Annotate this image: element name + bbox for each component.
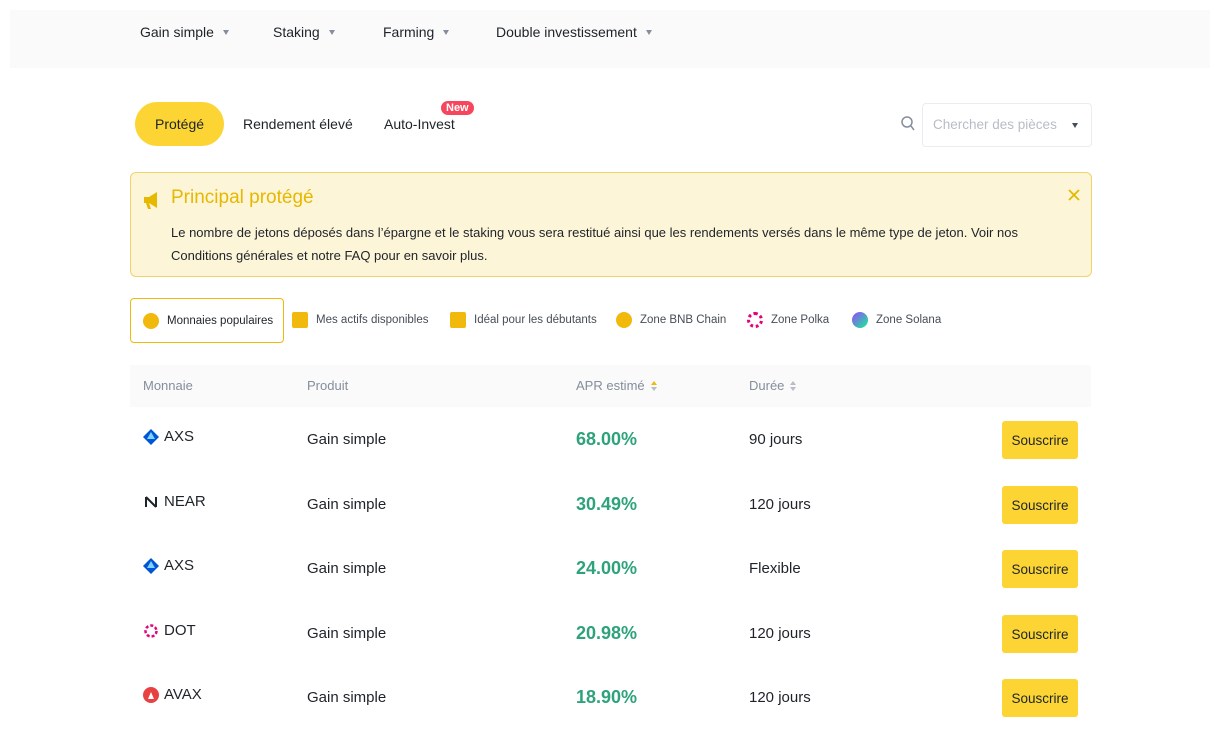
filter-icon (747, 311, 763, 328)
filter-chip[interactable]: Mes actifs disponibles (292, 298, 429, 341)
nav-label: Gain simple (140, 24, 214, 40)
product: Gain simple (307, 560, 387, 577)
duration: 90 jours (749, 431, 803, 448)
duration: 120 jours (749, 689, 811, 706)
tab[interactable]: Auto-Invest (384, 116, 455, 132)
nav-item[interactable]: Gain simple (140, 24, 229, 40)
coin-icon (145, 495, 157, 508)
filter-label: Zone BNB Chain (640, 313, 727, 326)
header-label: Monnaie (143, 378, 193, 393)
coin-icon (143, 686, 159, 703)
coin-cell: NEAR (143, 493, 206, 510)
nav-item[interactable]: Staking (273, 24, 335, 40)
coin-cell: AXS (143, 428, 194, 445)
column-header: Monnaie (143, 378, 193, 393)
coin-name: AVAX (164, 686, 202, 703)
nav-caret (645, 29, 652, 35)
search-icon (901, 116, 915, 136)
product: Gain simple (307, 689, 387, 706)
filter-label: Zone Polka (771, 313, 830, 326)
megaphone-icon (144, 192, 157, 209)
subscribe-button[interactable]: Souscrire (1002, 679, 1078, 717)
coin-icon (143, 557, 159, 574)
search-box[interactable]: Chercher des pièces (922, 103, 1092, 147)
table-header (130, 365, 1091, 407)
apr: 18.90% (576, 687, 638, 707)
filter-label: Monnaies populaires (167, 314, 274, 327)
filter-chip[interactable]: Idéal pour les débutants (450, 298, 597, 341)
search-glyph (901, 116, 915, 131)
column-header[interactable]: Durée (749, 378, 797, 393)
nav-item[interactable]: Farming (383, 24, 450, 40)
banner-text: Le nombre de jetons déposés dans l’éparg… (171, 225, 1018, 263)
duration: Flexible (749, 560, 801, 577)
nav-label: Staking (273, 24, 320, 40)
sort-down (650, 386, 657, 391)
coin-name: AXS (164, 428, 195, 445)
product: Gain simple (307, 431, 387, 448)
filter-icon (143, 312, 159, 329)
header-label: Durée (749, 378, 785, 393)
filter-label: Mes actifs disponibles (316, 313, 429, 326)
nav-caret (328, 29, 335, 35)
header-label: Produit (307, 378, 349, 393)
apr: 30.49% (576, 494, 638, 514)
filter-icon (292, 311, 308, 328)
tab[interactable]: Rendement élevé (243, 116, 353, 132)
apr: 20.98% (576, 623, 638, 643)
sort-icon (790, 380, 797, 391)
column-header[interactable]: APR estimé (576, 378, 657, 393)
search-placeholder: Chercher des pièces (933, 117, 1057, 132)
close-button[interactable] (1067, 188, 1081, 202)
filter-chip[interactable]: Monnaies populaires (130, 298, 285, 343)
nav-label: Double investissement (496, 24, 637, 40)
sort-down (790, 386, 797, 391)
coin-cell: AVAX (143, 686, 202, 703)
header-label: APR estimé (576, 378, 645, 393)
duration: 120 jours (749, 625, 811, 642)
filter-chip[interactable]: Zone Polka (747, 298, 829, 341)
subscribe-button[interactable]: Souscrire (1002, 615, 1078, 653)
nav-caret (443, 29, 450, 35)
nav-label: Farming (383, 24, 435, 40)
filter-icon (450, 311, 466, 328)
info-banner: Principal protégé Le nombre de jetons dé… (130, 172, 1092, 277)
apr: 68.00% (576, 429, 638, 449)
search-caret (1072, 123, 1078, 128)
filter-chip[interactable]: Zone BNB Chain (616, 298, 726, 341)
coin-icon (143, 428, 159, 445)
nav-caret (222, 29, 229, 35)
subscribe-button[interactable]: Souscrire (1002, 550, 1078, 588)
coin-name: NEAR (164, 493, 206, 510)
sort-icon (650, 380, 657, 391)
column-header: Produit (307, 378, 348, 393)
filter-label: Idéal pour les débutants (474, 313, 597, 326)
product: Gain simple (307, 625, 387, 642)
sort-up (650, 380, 657, 385)
apr: 24.00% (576, 558, 638, 578)
banner-title: Principal protégé (171, 187, 314, 208)
filter-label: Zone Solana (876, 313, 942, 326)
filter-chip[interactable]: Zone Solana (852, 298, 941, 341)
new-badge: New (441, 101, 474, 115)
subscribe-button[interactable]: Souscrire (1002, 421, 1078, 459)
sort-up (790, 380, 797, 385)
top-nav (10, 10, 1210, 68)
coin-icon (144, 623, 158, 638)
nav-item[interactable]: Double investissement (496, 24, 652, 40)
coin-cell: AXS (143, 557, 194, 574)
coin-cell: DOT (143, 622, 196, 639)
tab[interactable]: Protégé (135, 102, 225, 146)
coin-name: DOT (164, 622, 196, 639)
filter-icon (616, 311, 632, 328)
coin-name: AXS (164, 557, 195, 574)
subscribe-button[interactable]: Souscrire (1002, 486, 1078, 524)
product: Gain simple (307, 496, 387, 513)
filter-icon (852, 311, 868, 328)
duration: 120 jours (749, 496, 811, 513)
